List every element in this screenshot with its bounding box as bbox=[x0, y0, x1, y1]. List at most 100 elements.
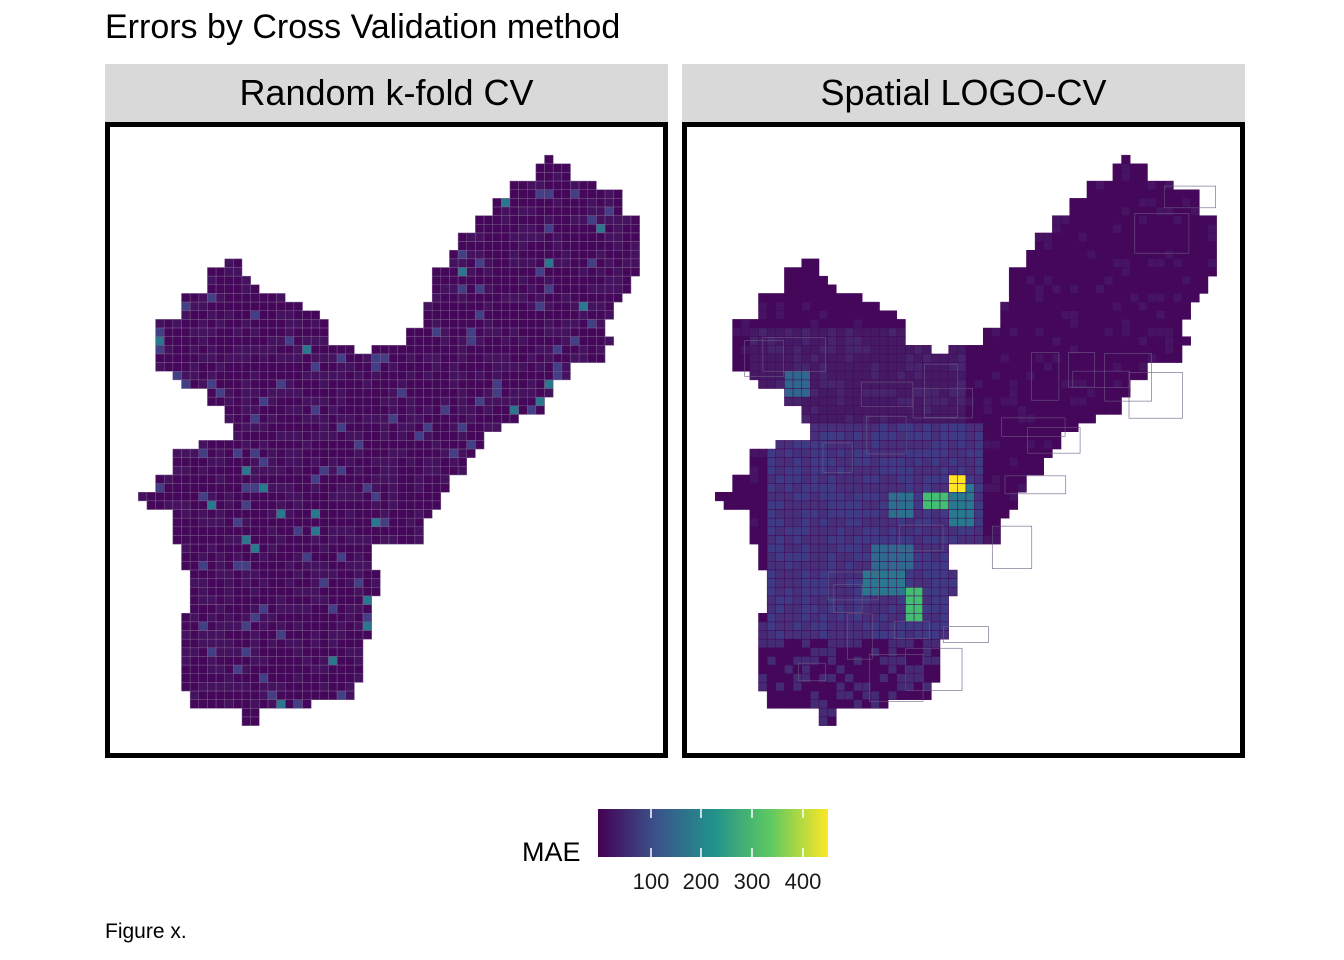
fishnet-cell bbox=[509, 198, 519, 208]
fishnet-cell bbox=[224, 509, 234, 519]
fishnet-cell bbox=[1017, 396, 1027, 407]
fishnet-cell bbox=[250, 595, 260, 605]
fishnet-cell bbox=[913, 405, 923, 415]
fishnet-cell bbox=[509, 267, 519, 277]
fishnet-cell bbox=[224, 301, 234, 311]
fishnet-cell bbox=[371, 526, 381, 536]
fishnet-cell bbox=[241, 396, 251, 407]
fishnet-cell bbox=[870, 595, 880, 605]
fishnet-cell bbox=[905, 569, 915, 579]
fishnet-cell bbox=[1060, 241, 1070, 251]
fishnet-cell bbox=[1000, 353, 1010, 363]
fishnet-cell bbox=[613, 249, 623, 260]
fishnet-cell bbox=[284, 483, 295, 493]
fishnet-cell bbox=[896, 388, 906, 398]
fishnet-cell bbox=[810, 457, 820, 467]
fishnet-cell bbox=[561, 301, 571, 311]
fishnet-cell bbox=[905, 466, 915, 476]
neighborhood-boundary bbox=[1128, 372, 1183, 419]
fishnet-cell bbox=[380, 535, 390, 545]
fishnet-cell bbox=[233, 405, 243, 415]
fishnet-cell bbox=[948, 457, 958, 467]
fishnet-cell bbox=[801, 362, 811, 372]
fishnet-cell bbox=[354, 630, 364, 640]
fishnet-cell bbox=[879, 319, 889, 329]
fishnet-cell bbox=[250, 379, 260, 389]
fishnet-cell bbox=[870, 664, 880, 675]
fishnet-cell bbox=[345, 474, 355, 484]
fishnet-cell bbox=[224, 284, 234, 294]
fishnet-cell bbox=[198, 448, 208, 458]
fishnet-cell bbox=[267, 457, 277, 467]
fishnet-cell bbox=[457, 362, 467, 372]
fishnet-cell bbox=[1207, 215, 1217, 225]
fishnet-cell bbox=[939, 370, 949, 381]
fishnet-cell bbox=[414, 483, 424, 493]
fishnet-cell bbox=[818, 621, 828, 631]
fishnet-cell bbox=[509, 396, 519, 407]
fishnet-cell bbox=[939, 630, 949, 640]
fishnet-cell bbox=[518, 232, 528, 242]
fishnet-cell bbox=[501, 370, 511, 381]
fishnet-cell bbox=[501, 319, 511, 329]
fishnet-cell bbox=[449, 414, 459, 424]
fishnet-cell bbox=[1034, 275, 1044, 286]
fishnet-cell bbox=[336, 457, 346, 467]
fishnet-cell bbox=[931, 517, 941, 528]
fishnet-cell bbox=[827, 638, 837, 649]
fishnet-cell bbox=[810, 293, 820, 303]
fishnet-cell bbox=[1069, 310, 1079, 320]
fishnet-cell bbox=[913, 561, 923, 571]
fishnet-cell bbox=[440, 267, 450, 277]
fishnet-cell bbox=[483, 267, 493, 277]
fishnet-cell bbox=[948, 353, 958, 363]
fishnet-cell bbox=[766, 647, 777, 657]
fishnet-cell bbox=[853, 370, 863, 381]
fishnet-cell bbox=[319, 396, 329, 407]
fishnet-cell bbox=[801, 336, 811, 346]
fishnet-cell bbox=[544, 388, 554, 398]
fishnet-cell bbox=[931, 561, 941, 571]
fishnet-cell bbox=[827, 690, 837, 700]
fishnet-cell bbox=[336, 682, 346, 692]
fishnet-cell bbox=[302, 414, 312, 424]
fishnet-cell bbox=[844, 293, 854, 303]
fishnet-cell bbox=[792, 604, 802, 614]
fishnet-cell bbox=[518, 388, 528, 398]
fishnet-cell bbox=[397, 405, 407, 415]
fishnet-cell bbox=[405, 517, 416, 528]
fishnet-cell bbox=[284, 327, 295, 337]
fishnet-cell bbox=[509, 249, 519, 260]
fishnet-cell bbox=[207, 275, 217, 286]
fishnet-cell bbox=[189, 613, 200, 623]
fishnet-cell bbox=[1095, 310, 1105, 320]
fishnet-cell bbox=[957, 405, 967, 415]
fishnet-cell bbox=[974, 405, 984, 415]
fishnet-cell bbox=[492, 422, 502, 432]
fishnet-cell bbox=[397, 345, 407, 355]
fishnet-cell bbox=[1129, 258, 1140, 268]
fishnet-cell bbox=[284, 353, 295, 363]
fishnet-cell bbox=[982, 362, 993, 372]
fishnet-cell bbox=[267, 526, 277, 536]
fishnet-cell bbox=[965, 405, 975, 415]
fishnet-cell bbox=[948, 448, 958, 458]
fishnet-cell bbox=[827, 362, 837, 372]
fishnet-cell bbox=[1155, 327, 1166, 337]
fishnet-cell bbox=[801, 474, 811, 484]
fishnet-cell bbox=[1078, 362, 1088, 372]
fishnet-cell bbox=[336, 370, 346, 381]
fishnet-cell bbox=[766, 656, 777, 666]
fishnet-cell bbox=[259, 604, 269, 614]
fishnet-cell bbox=[552, 275, 563, 286]
fishnet-cell bbox=[371, 517, 381, 528]
fishnet-cell bbox=[405, 457, 416, 467]
fishnet-cell bbox=[215, 656, 225, 666]
fishnet-cell bbox=[853, 699, 863, 709]
fishnet-cell bbox=[818, 682, 828, 692]
fishnet-cell bbox=[215, 517, 225, 528]
fishnet-cell bbox=[853, 613, 863, 623]
fishnet-cell bbox=[749, 500, 759, 510]
fishnet-cell bbox=[1104, 405, 1114, 415]
fishnet-cell bbox=[1017, 301, 1027, 311]
